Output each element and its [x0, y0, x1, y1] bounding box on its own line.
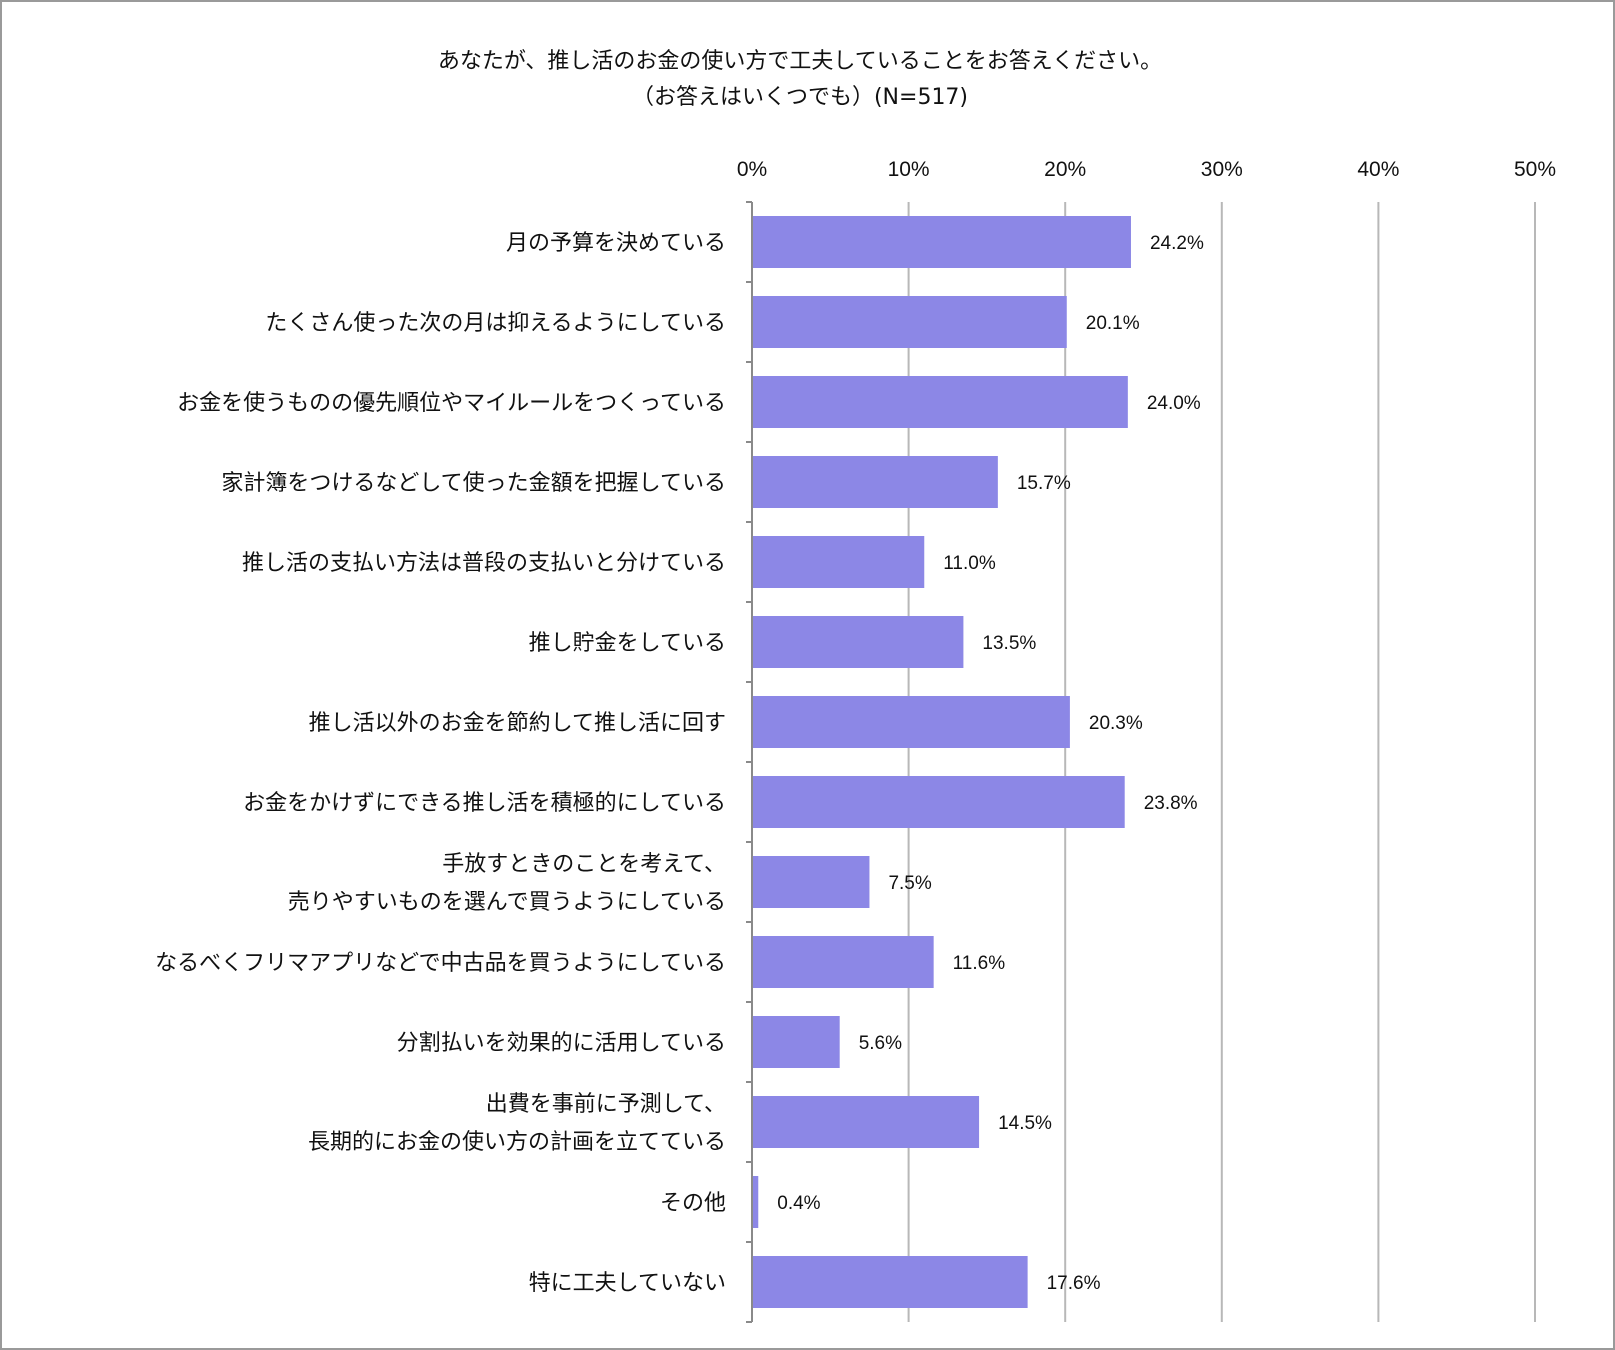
bar: [752, 616, 964, 668]
x-tick-label: 20%: [1044, 158, 1086, 181]
bar: [752, 456, 998, 508]
bar: [752, 696, 1070, 748]
value-label: 11.6%: [953, 953, 1006, 974]
bar: [752, 776, 1125, 828]
category-label: 推し活の支払い方法は普段の支払いと分けている: [242, 551, 726, 576]
bar: [752, 376, 1128, 428]
x-tick-label: 10%: [888, 158, 930, 181]
bar: [752, 216, 1131, 268]
bar: [752, 296, 1067, 348]
bar: [752, 1256, 1028, 1308]
category-labels: 月の予算を決めているたくさん使った次の月は抑えるようにしているお金を使うものの優…: [155, 231, 726, 1296]
category-label: 家計簿をつけるなどして使った金額を把握している: [221, 471, 726, 496]
grid-lines: [907, 202, 1536, 1322]
category-label: 売りやすいものを選んで買うようにしている: [288, 890, 726, 915]
category-label: 出費を事前に予測して、: [486, 1092, 726, 1117]
value-label: 7.5%: [888, 873, 931, 894]
value-label: 5.6%: [859, 1033, 902, 1054]
value-label: 15.7%: [1017, 473, 1071, 494]
value-label: 20.1%: [1086, 313, 1140, 334]
category-label: お金をかけずにできる推し活を積極的にしている: [243, 791, 726, 816]
category-label: なるべくフリマアプリなどで中古品を買うようにしている: [155, 951, 726, 976]
category-label: お金を使うものの優先順位やマイルールをつくっている: [177, 391, 726, 416]
category-label: 推し活以外のお金を節約して推し活に回す: [309, 711, 726, 736]
value-labels: 24.2% 20.1% 24.0% 15.7% 11.0% 13.5% 20.3% 23.8%…: [777, 233, 1204, 1294]
value-label: 17.6%: [1047, 1273, 1101, 1294]
bar: [752, 1016, 840, 1068]
x-axis-ticks: 0% 10% 20% 30% 40% 50%: [737, 158, 1556, 1323]
category-label: 分割払いを効果的に活用している: [397, 1031, 726, 1056]
bar: [752, 536, 925, 588]
value-label: 13.5%: [982, 633, 1036, 654]
category-label: たくさん使った次の月は抑えるようにしている: [265, 311, 726, 336]
category-label: 月の予算を決めている: [506, 231, 726, 256]
bar: [752, 1096, 980, 1148]
bars: [752, 216, 1131, 1308]
value-label: 11.0%: [943, 553, 996, 574]
bar: [752, 1176, 759, 1228]
x-tick-label: 30%: [1201, 158, 1243, 181]
category-label: 推し貯金をしている: [529, 631, 726, 656]
value-label: 14.5%: [998, 1113, 1052, 1134]
value-label: 24.0%: [1147, 393, 1201, 414]
bar: [752, 856, 870, 908]
value-label: 24.2%: [1150, 233, 1204, 254]
category-label: 手放すときのことを考えて、: [442, 852, 726, 877]
bar: [752, 936, 934, 988]
category-label: 特に工夫していない: [529, 1271, 726, 1296]
value-label: 0.4%: [777, 1193, 820, 1214]
value-label: 23.8%: [1144, 793, 1198, 814]
x-tick-label: 0%: [737, 158, 767, 181]
x-tick-label: 50%: [1514, 158, 1556, 181]
category-label: その他: [660, 1191, 726, 1216]
x-tick-label: 40%: [1357, 158, 1399, 181]
category-label: 長期的にお金の使い方の計画を立てている: [308, 1130, 726, 1155]
value-label: 20.3%: [1089, 713, 1143, 734]
chart-subtitle: （お答えはいくつでも）(N=517): [632, 85, 968, 110]
chart-title: あなたが、推し活のお金の使い方で工夫していることをお答えください。: [438, 49, 1162, 74]
